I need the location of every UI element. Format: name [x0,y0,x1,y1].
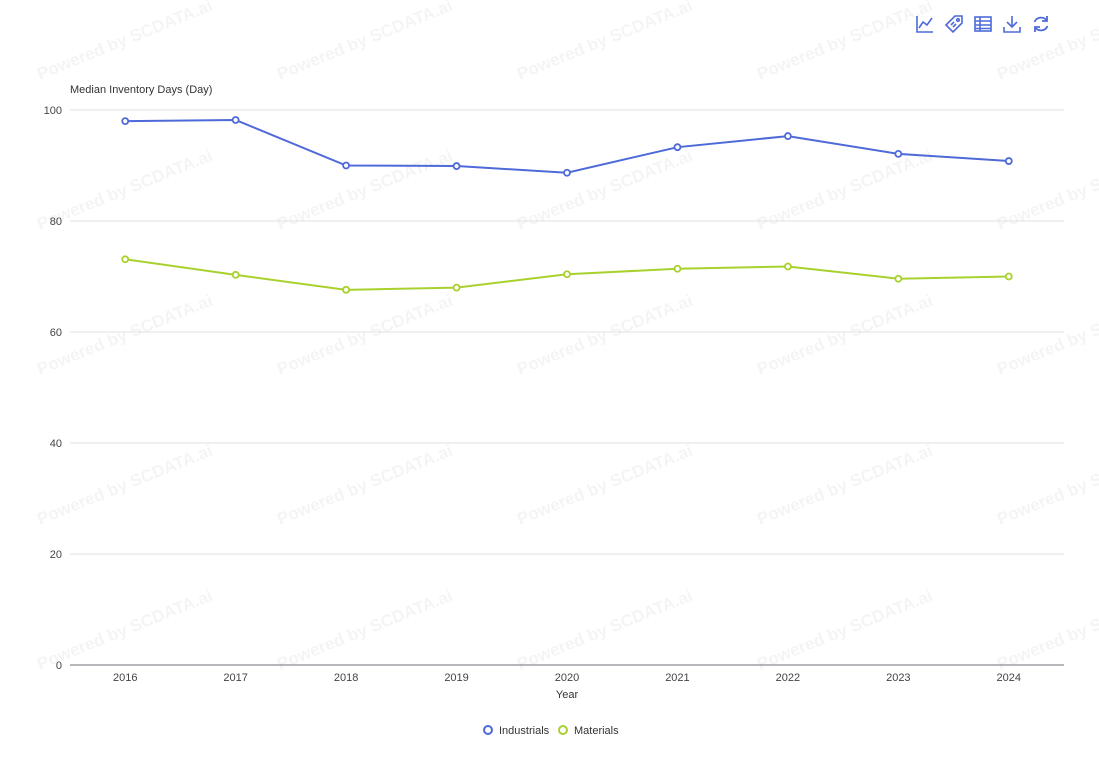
y-axis-title: Median Inventory Days (Day) [70,84,212,96]
data-point[interactable] [563,168,571,177]
watermark-text: Powered by SCDATA.ai [34,441,215,529]
watermark-text: Powered by SCDATA.ai [754,441,935,529]
x-tick-label: 2024 [997,672,1021,684]
tag-icon[interactable] [944,14,964,34]
x-tick-label: 2021 [665,672,689,684]
x-axis-title: Year [556,689,579,701]
refresh-icon[interactable] [1031,14,1051,34]
data-point[interactable] [894,274,903,283]
data-point[interactable] [231,270,240,279]
y-tick-label: 0 [56,660,62,672]
line-chart-icon[interactable] [915,14,935,34]
y-tick-label: 100 [44,105,62,117]
watermark-text: Powered by SCDATA.ai [274,291,455,379]
watermark-text: Powered by SCDATA.ai [994,586,1099,674]
data-point[interactable] [452,283,461,292]
watermark-text: Powered by SCDATA.ai [994,441,1099,529]
legend-marker[interactable] [558,725,568,735]
legend-label[interactable]: Materials [574,725,619,737]
data-point[interactable] [121,117,130,125]
legend-label[interactable]: Industrials [499,725,550,737]
data-point[interactable] [342,285,351,294]
watermark-text: Powered by SCDATA.ai [274,586,455,674]
download-icon[interactable] [1002,14,1022,34]
y-tick-label: 40 [50,438,62,450]
data-point[interactable] [121,255,130,264]
data-point[interactable] [783,262,792,271]
x-axis-ticks: 2016 2017 2018 2019 2020 2021 2022 2023 2024 [113,672,1021,684]
watermark-text: Powered by SCDATA.ai [994,291,1099,379]
watermark-text: Powered by SCDATA.ai [514,0,695,84]
y-tick-label: 20 [50,549,62,561]
data-point[interactable] [1004,157,1013,165]
data-point[interactable] [563,270,571,279]
x-tick-label: 2017 [223,672,247,684]
y-tick-label: 60 [50,327,62,339]
data-table-icon[interactable] [973,14,993,34]
watermark-text: Powered by SCDATA.ai [754,291,935,379]
data-point[interactable] [1004,272,1013,281]
watermark-text: Powered by SCDATA.ai [994,0,1099,84]
x-tick-label: 2018 [334,672,358,684]
legend: Industrials Materials [483,725,619,737]
series-layer [121,116,1013,294]
x-tick-label: 2022 [776,672,800,684]
data-point[interactable] [783,132,792,140]
data-point[interactable] [894,149,903,158]
watermark-text: Powered by SCDATA.ai [754,0,935,84]
grid-lines [70,109,1064,666]
watermark-text: Powered by SCDATA.ai [514,441,695,529]
data-point[interactable] [231,116,240,124]
data-point[interactable] [452,162,461,170]
data-point[interactable] [673,264,682,273]
x-tick-label: 2020 [555,672,579,684]
y-tick-label: 80 [50,216,62,228]
x-tick-label: 2016 [113,672,137,684]
data-point[interactable] [673,143,682,152]
legend-marker[interactable] [483,725,493,735]
watermark-text: Powered by SCDATA.ai [514,586,695,674]
series-line [125,118,1009,174]
watermark-text: Powered by SCDATA.ai [34,0,215,84]
data-point[interactable] [342,161,351,170]
x-tick-label: 2023 [886,672,910,684]
y-axis-ticks: 0 20 40 60 80 100 [44,105,62,672]
watermark-layer: Powered by SCDATA.ai Powered by SCDATA.ai… [34,0,1099,674]
watermark-text: Powered by SCDATA.ai [754,586,935,674]
watermark-text: Powered by SCDATA.ai [274,441,455,529]
watermark-text: Powered by SCDATA.ai [274,0,455,84]
chart-toolbar [915,14,1051,34]
x-tick-label: 2019 [444,672,468,684]
watermark-text: Powered by SCDATA.ai [514,291,695,379]
